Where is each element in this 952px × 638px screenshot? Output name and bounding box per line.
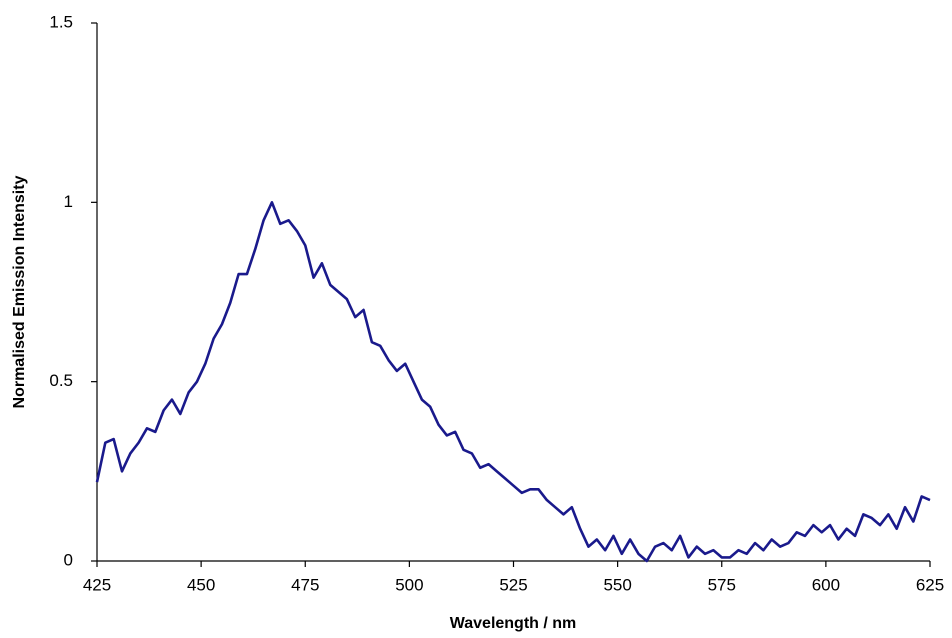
data-line	[95, 201, 931, 563]
x-tick-label: 625	[916, 575, 944, 594]
y-tick-label: 0	[64, 550, 73, 569]
x-tick-label: 450	[187, 575, 215, 594]
x-tick-label: 550	[603, 575, 631, 594]
x-tick-label: 500	[395, 575, 423, 594]
x-tick-label: 425	[83, 575, 111, 594]
y-tick-label: 1.5	[49, 12, 73, 31]
y-tick-label: 1	[64, 192, 73, 211]
y-tick-label: 0.5	[49, 371, 73, 390]
x-tick-label: 575	[708, 575, 736, 594]
x-tick-label: 475	[291, 575, 319, 594]
x-axis-title: Wavelength / nm	[450, 615, 577, 632]
x-tick-label: 525	[499, 575, 527, 594]
x-tick-label: 600	[812, 575, 840, 594]
y-axis-title: Normalised Emission Intensity	[11, 175, 28, 408]
